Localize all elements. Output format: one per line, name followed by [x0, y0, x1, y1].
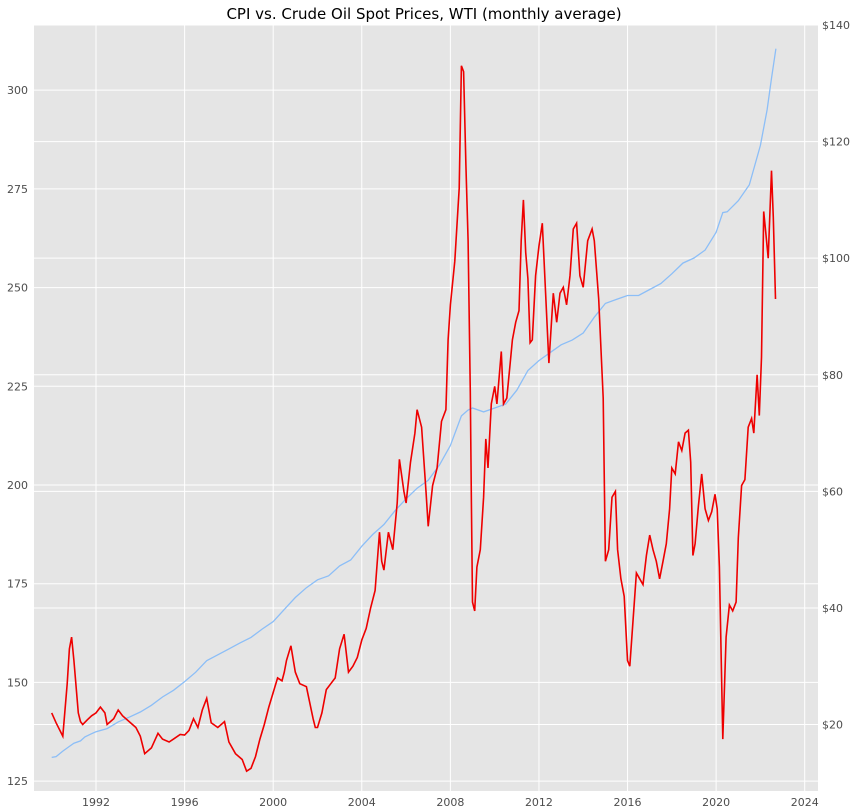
right-y-tick-label: $40 — [822, 602, 843, 615]
x-tick-label: 1992 — [82, 796, 110, 809]
right-y-tick-label: $100 — [822, 252, 850, 265]
left-y-tick-label: 275 — [7, 183, 28, 196]
plot-background — [34, 25, 818, 791]
right-y-tick-labels: $20 $40 $60 $80 $100 $120 $140 — [822, 19, 850, 732]
x-tick-labels: 1992 1996 2000 2004 2008 2012 2016 2020 2024 — [82, 796, 819, 809]
left-y-tick-label: 250 — [7, 282, 28, 295]
x-tick-label: 2004 — [348, 796, 376, 809]
oil-price-series-line — [50, 65, 777, 773]
left-y-tick-label: 150 — [7, 676, 28, 689]
right-y-tick-label: $80 — [822, 369, 843, 382]
x-tick-label: 2016 — [614, 796, 642, 809]
left-y-tick-labels: 125 150 175 200 225 250 275 300 — [7, 84, 28, 788]
x-tick-label: 2020 — [702, 796, 730, 809]
chart-title: CPI vs. Crude Oil Spot Prices, WTI (mont… — [226, 5, 621, 23]
x-tick-label: 2008 — [436, 796, 464, 809]
left-y-tick-label: 125 — [7, 775, 28, 788]
x-tick-label: 1996 — [171, 796, 199, 809]
x-tick-label: 2012 — [525, 796, 553, 809]
x-gridlines — [95, 25, 806, 791]
left-y-tick-label: 225 — [7, 380, 28, 393]
x-tick-label: 2000 — [259, 796, 287, 809]
right-y-tick-label: $20 — [822, 719, 843, 732]
right-y-tick-label: $120 — [822, 136, 850, 149]
right-y-tick-label: $60 — [822, 485, 843, 498]
right-y-tick-label: $140 — [822, 19, 850, 32]
left-y-tick-label: 300 — [7, 84, 28, 97]
x-tick-label: 2024 — [791, 796, 819, 809]
cpi-series-line — [51, 48, 777, 759]
left-y-tick-label: 175 — [7, 578, 28, 591]
left-y-tick-label: 200 — [7, 479, 28, 492]
